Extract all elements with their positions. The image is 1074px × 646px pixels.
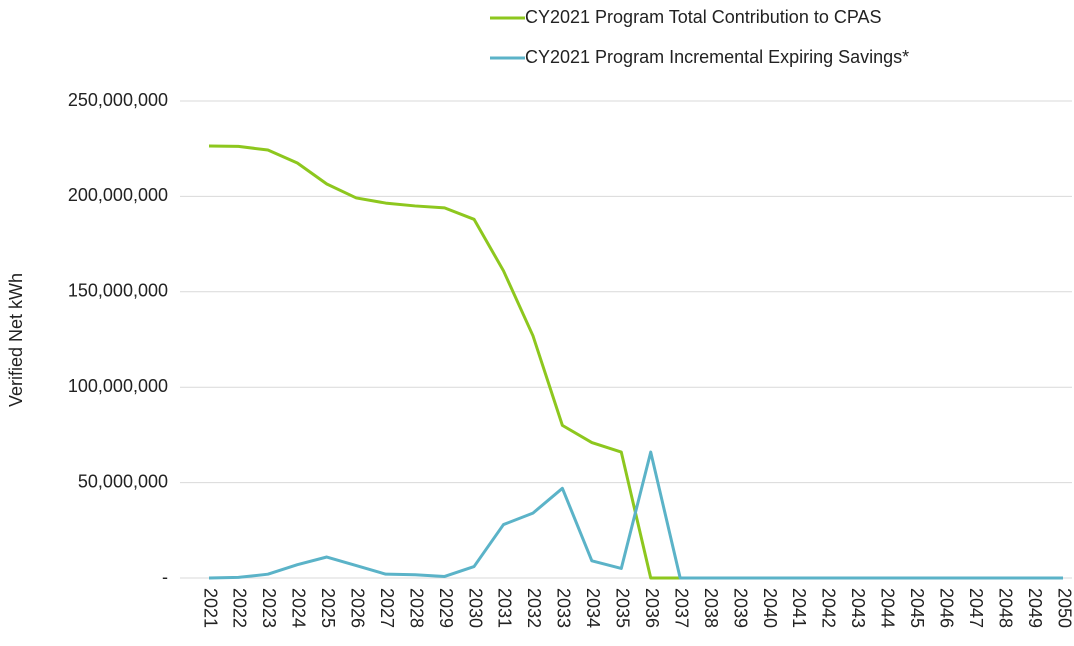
x-tick-label: 2050 bbox=[1054, 588, 1074, 628]
y-axis-label: Verified Net kWh bbox=[6, 273, 26, 407]
x-tick-label: 2040 bbox=[760, 588, 780, 628]
x-tick-label: 2027 bbox=[377, 588, 397, 628]
x-tick-label: 2043 bbox=[848, 588, 868, 628]
x-tick-label: 2024 bbox=[289, 588, 309, 628]
x-tick-label: 2038 bbox=[701, 588, 721, 628]
legend-label: CY2021 Program Total Contribution to CPA… bbox=[525, 7, 882, 27]
x-tick-label: 2022 bbox=[230, 588, 250, 628]
y-tick-label: 250,000,000 bbox=[68, 90, 168, 110]
x-tick-label: 2044 bbox=[878, 588, 898, 628]
x-tick-label: 2034 bbox=[583, 588, 603, 628]
y-tick-label: 100,000,000 bbox=[68, 376, 168, 396]
x-tick-label: 2032 bbox=[524, 588, 544, 628]
x-tick-label: 2048 bbox=[995, 588, 1015, 628]
x-tick-label: 2030 bbox=[465, 588, 485, 628]
x-tick-label: 2047 bbox=[966, 588, 986, 628]
y-tick-label: 200,000,000 bbox=[68, 185, 168, 205]
x-tick-label: 2026 bbox=[347, 588, 367, 628]
x-tick-label: 2023 bbox=[259, 588, 279, 628]
y-tick-label: - bbox=[162, 567, 168, 587]
x-tick-label: 2029 bbox=[436, 588, 456, 628]
y-tick-label: 50,000,000 bbox=[78, 471, 168, 491]
x-tick-label: 2035 bbox=[613, 588, 633, 628]
x-tick-label: 2036 bbox=[642, 588, 662, 628]
legend-label: CY2021 Program Incremental Expiring Savi… bbox=[525, 47, 909, 67]
x-tick-label: 2042 bbox=[819, 588, 839, 628]
x-tick-label: 2028 bbox=[406, 588, 426, 628]
x-tick-label: 2021 bbox=[200, 588, 220, 628]
line-series bbox=[208, 450, 1063, 580]
x-tick-label: 2033 bbox=[554, 588, 574, 628]
x-tick-label: 2025 bbox=[318, 588, 338, 628]
x-tick-label: 2046 bbox=[936, 588, 956, 628]
x-tick-label: 2039 bbox=[730, 588, 750, 628]
x-tick-label: 2031 bbox=[495, 588, 515, 628]
x-tick-label: 2041 bbox=[789, 588, 809, 628]
x-tick-label: 2037 bbox=[671, 588, 691, 628]
y-tick-label: 150,000,000 bbox=[68, 281, 168, 301]
x-tick-label: 2045 bbox=[907, 588, 927, 628]
x-tick-label: 2049 bbox=[1025, 588, 1045, 628]
